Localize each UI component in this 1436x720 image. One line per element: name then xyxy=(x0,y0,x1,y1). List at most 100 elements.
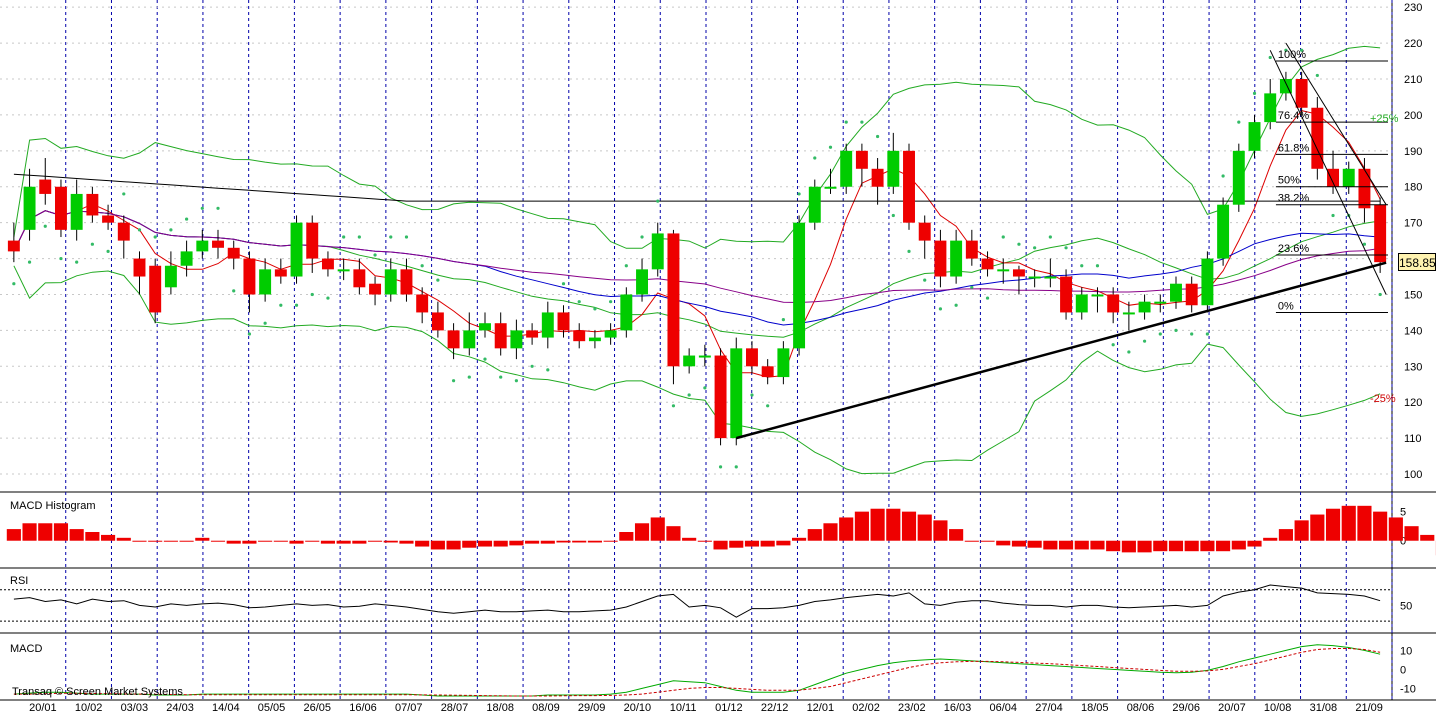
histogram-bar xyxy=(1153,541,1167,551)
candle-body xyxy=(259,269,271,294)
candle-body xyxy=(55,187,67,230)
histogram-bar xyxy=(1326,509,1340,541)
histogram-bar xyxy=(635,523,649,540)
sar-dot xyxy=(106,250,109,253)
sar-dot xyxy=(609,300,612,303)
macd-signal-line xyxy=(14,649,1380,697)
candle-body xyxy=(620,294,632,330)
histogram-bar xyxy=(1420,535,1434,541)
sar-dot xyxy=(907,250,910,253)
candle-body xyxy=(699,356,711,358)
histogram-bar xyxy=(1043,541,1057,550)
sar-dot xyxy=(1206,332,1209,335)
price-y-tick-label: 130 xyxy=(1404,361,1422,373)
macd-y-tick-label: 0 xyxy=(1400,664,1406,676)
sar-dot xyxy=(169,228,172,231)
histogram-bar xyxy=(918,515,932,541)
macd-line xyxy=(14,645,1380,696)
sar-dot xyxy=(373,253,376,256)
macd-y-tick-label: -10 xyxy=(1400,683,1416,695)
candle-body xyxy=(1233,151,1245,205)
histogram-bar xyxy=(431,541,445,550)
fib-level-label: 0% xyxy=(1278,300,1294,312)
histogram-bar xyxy=(933,520,947,540)
candle-body xyxy=(1060,277,1072,313)
fib-level-label: 76.4% xyxy=(1278,110,1309,122)
candle-body xyxy=(1123,312,1135,314)
candle-body xyxy=(8,241,20,252)
x-tick-label: 18/05 xyxy=(1081,702,1109,714)
candle-body xyxy=(542,312,554,337)
sar-dot xyxy=(923,279,926,282)
sar-dot xyxy=(1112,343,1115,346)
histogram-bar xyxy=(305,541,319,542)
candle-body xyxy=(809,187,821,223)
x-tick-label: 08/09 xyxy=(532,702,560,714)
sar-dot xyxy=(311,293,314,296)
x-tick-label: 12/01 xyxy=(807,702,835,714)
histogram-bar xyxy=(1295,520,1309,540)
candle-body xyxy=(479,323,491,330)
x-tick-label: 01/12 xyxy=(715,702,743,714)
candle-body xyxy=(573,330,585,341)
sar-dot xyxy=(1017,243,1020,246)
sar-dot xyxy=(860,121,863,124)
sar-dot xyxy=(122,192,125,195)
histogram-bar xyxy=(1373,512,1387,541)
x-tick-label: 03/03 xyxy=(121,702,149,714)
histogram-bar xyxy=(1075,541,1089,550)
candle-body xyxy=(526,330,538,337)
candle-body xyxy=(1170,284,1182,302)
rsi-title: RSI xyxy=(10,575,28,587)
sar-dot xyxy=(326,296,329,299)
histogram-bar xyxy=(1310,515,1324,541)
candle-body xyxy=(181,251,193,265)
candle-body xyxy=(322,259,334,270)
candle-body xyxy=(432,312,444,330)
histogram-bar xyxy=(965,541,979,542)
candle-body xyxy=(558,312,570,330)
histogram-bar xyxy=(38,523,52,540)
sar-dot xyxy=(1080,264,1083,267)
sar-dot xyxy=(1096,264,1099,267)
x-tick-label: 02/02 xyxy=(852,702,880,714)
histogram-bar xyxy=(274,541,288,542)
histogram-bar xyxy=(761,541,775,547)
sar-dot xyxy=(750,393,753,396)
candle-body xyxy=(228,248,240,259)
sar-dot xyxy=(59,257,62,260)
candle-body xyxy=(1201,259,1213,306)
x-tick-label: 20/07 xyxy=(1218,702,1246,714)
x-tick-label: 10/11 xyxy=(670,702,697,714)
sar-dot xyxy=(1049,235,1052,238)
candle-body xyxy=(1264,93,1276,122)
price-y-tick-label: 150 xyxy=(1404,289,1422,301)
fib-level-label: 23.6% xyxy=(1278,243,1309,255)
minus-25-percent-label: -25% xyxy=(1370,393,1396,405)
sar-dot xyxy=(640,235,643,238)
plus-25-percent-label: +25% xyxy=(1370,113,1399,125)
candle-body xyxy=(24,187,36,230)
candle-body xyxy=(510,330,522,348)
sar-dot xyxy=(468,375,471,378)
bollinger-middle-band xyxy=(14,211,1380,338)
histogram-bar xyxy=(1169,541,1183,551)
sar-dot xyxy=(1222,174,1225,177)
histogram-bar xyxy=(619,532,633,541)
x-tick-label: 31/08 xyxy=(1310,702,1338,714)
histogram-bar xyxy=(980,541,994,542)
sar-dot xyxy=(389,235,392,238)
sar-dot xyxy=(342,235,345,238)
histogram-bar xyxy=(494,541,508,547)
sar-dot xyxy=(531,365,534,368)
histogram-bar xyxy=(823,523,837,540)
price-y-tick-label: 180 xyxy=(1404,182,1422,194)
x-tick-label: 20/01 xyxy=(29,702,57,714)
candle-body xyxy=(1374,205,1386,262)
histogram-bar xyxy=(368,541,382,542)
price-y-tick-label: 210 xyxy=(1404,74,1422,86)
x-tick-label: 07/07 xyxy=(395,702,423,714)
histogram-bar xyxy=(117,538,131,541)
